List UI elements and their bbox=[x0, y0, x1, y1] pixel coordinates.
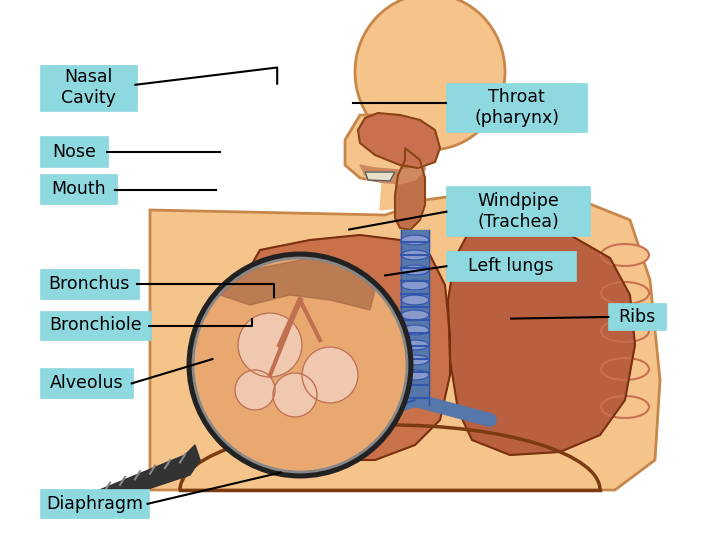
Polygon shape bbox=[380, 145, 425, 210]
Ellipse shape bbox=[601, 358, 649, 380]
Ellipse shape bbox=[401, 355, 429, 365]
Text: Nasal
Cavity: Nasal Cavity bbox=[60, 69, 116, 107]
Ellipse shape bbox=[601, 244, 649, 266]
Circle shape bbox=[238, 313, 302, 377]
FancyBboxPatch shape bbox=[40, 489, 149, 518]
Ellipse shape bbox=[401, 340, 429, 350]
Ellipse shape bbox=[401, 370, 429, 380]
Ellipse shape bbox=[401, 295, 429, 305]
Ellipse shape bbox=[401, 280, 429, 290]
Polygon shape bbox=[220, 258, 375, 310]
Circle shape bbox=[190, 255, 410, 475]
Ellipse shape bbox=[401, 235, 429, 245]
Polygon shape bbox=[395, 148, 425, 230]
FancyBboxPatch shape bbox=[446, 251, 576, 281]
Ellipse shape bbox=[601, 320, 649, 342]
FancyBboxPatch shape bbox=[40, 174, 117, 204]
Text: Bronchiole: Bronchiole bbox=[49, 316, 142, 334]
Polygon shape bbox=[345, 115, 410, 182]
FancyBboxPatch shape bbox=[40, 368, 133, 398]
Polygon shape bbox=[358, 113, 440, 168]
Ellipse shape bbox=[601, 282, 649, 304]
Polygon shape bbox=[365, 172, 395, 181]
Text: Mouth: Mouth bbox=[51, 180, 106, 198]
Ellipse shape bbox=[401, 265, 429, 275]
FancyBboxPatch shape bbox=[446, 186, 590, 236]
FancyBboxPatch shape bbox=[40, 269, 139, 299]
Text: Left lungs: Left lungs bbox=[469, 257, 554, 275]
Polygon shape bbox=[235, 235, 450, 460]
FancyBboxPatch shape bbox=[40, 65, 137, 111]
Ellipse shape bbox=[355, 0, 505, 150]
Circle shape bbox=[302, 347, 358, 403]
FancyBboxPatch shape bbox=[608, 303, 666, 330]
Polygon shape bbox=[448, 225, 635, 455]
Text: Bronchus: Bronchus bbox=[48, 275, 130, 293]
Polygon shape bbox=[360, 163, 425, 184]
Ellipse shape bbox=[401, 325, 429, 335]
Bar bbox=[401, 230, 429, 405]
Text: Ribs: Ribs bbox=[618, 308, 656, 326]
Text: Throat
(pharynx): Throat (pharynx) bbox=[474, 88, 559, 127]
Ellipse shape bbox=[601, 396, 649, 418]
Text: Nose: Nose bbox=[52, 143, 96, 161]
Text: Alveolus: Alveolus bbox=[50, 374, 123, 392]
Circle shape bbox=[273, 373, 317, 417]
Ellipse shape bbox=[401, 310, 429, 320]
Text: Diaphragm: Diaphragm bbox=[46, 495, 143, 512]
Circle shape bbox=[235, 370, 275, 410]
FancyBboxPatch shape bbox=[446, 83, 587, 132]
FancyBboxPatch shape bbox=[40, 136, 108, 167]
Polygon shape bbox=[80, 445, 200, 510]
Ellipse shape bbox=[401, 250, 429, 260]
Polygon shape bbox=[150, 195, 660, 490]
FancyBboxPatch shape bbox=[40, 310, 151, 340]
Text: Windpipe
(Trachea): Windpipe (Trachea) bbox=[477, 192, 559, 231]
